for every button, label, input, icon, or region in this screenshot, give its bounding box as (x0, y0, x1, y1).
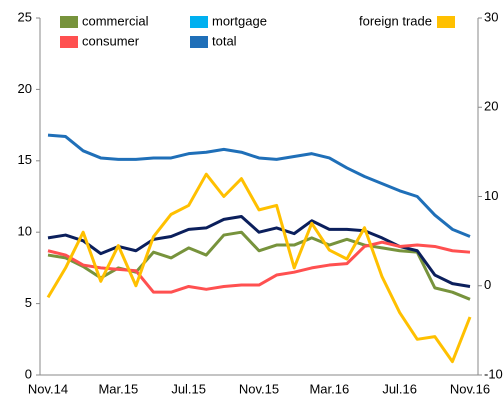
legend-label: commercial (82, 13, 149, 28)
legend-swatch (60, 16, 78, 28)
legend-swatch (190, 16, 208, 28)
y-tick-label: 20 (18, 81, 32, 96)
y-tick-label: 0 (25, 366, 32, 381)
x-tick-label: Jul.15 (171, 381, 206, 396)
legend-label: consumer (82, 33, 140, 48)
y2-tick-label: -10 (484, 366, 503, 381)
x-tick-label: Mar.16 (309, 381, 349, 396)
y-tick-label: 10 (18, 224, 32, 239)
legend-label: foreign trade (359, 13, 432, 28)
x-tick-label: Jul.16 (382, 381, 417, 396)
series-line (46, 172, 472, 364)
y2-tick-label: 30 (484, 9, 498, 24)
x-tick-label: Mar.15 (98, 381, 138, 396)
legend-swatch (437, 16, 455, 28)
y2-tick-label: 20 (484, 99, 498, 114)
x-tick-label: Nov.14 (28, 381, 68, 396)
y-tick-label: 15 (18, 152, 32, 167)
y-tick-label: 5 (25, 295, 32, 310)
legend-swatch (60, 36, 78, 48)
y2-tick-label: 10 (484, 188, 498, 203)
series-line (47, 230, 471, 301)
x-tick-label: Nov.15 (239, 381, 279, 396)
series-line (47, 240, 471, 294)
series-line (47, 133, 471, 238)
legend-swatch (190, 36, 208, 48)
y-tick-label: 25 (18, 9, 32, 24)
legend-label: mortgage (212, 13, 267, 28)
legend-label: total (212, 33, 237, 48)
x-tick-label: Nov.16 (450, 381, 490, 396)
y2-tick-label: 0 (484, 277, 491, 292)
